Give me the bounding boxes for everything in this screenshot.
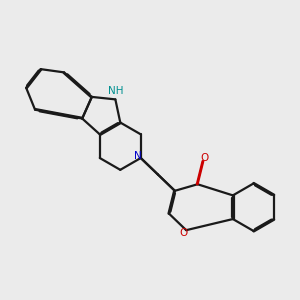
Text: N: N — [134, 151, 142, 160]
Text: O: O — [201, 153, 209, 163]
Text: O: O — [179, 228, 187, 238]
Text: NH: NH — [108, 86, 123, 96]
